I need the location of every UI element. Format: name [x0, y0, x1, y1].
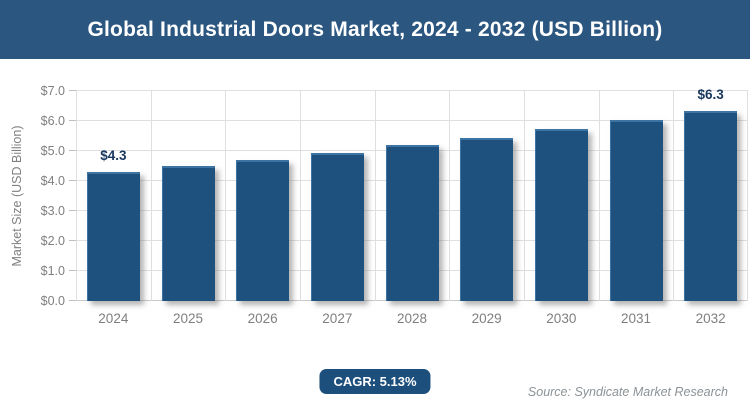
x-axis-label: 2032: [695, 311, 726, 326]
source-text: Source: Syndicate Market Research: [527, 385, 728, 399]
bar-2032: [684, 110, 738, 301]
bar-2030: [534, 128, 588, 301]
gridline-vertical: [673, 91, 675, 301]
bar-2028: [385, 145, 439, 301]
gridline-vertical: [76, 91, 77, 301]
plot-area: $0.0 $1.0 $2.0 $3.0 $4.0 $5.0 $6.0 $7.0 2024 $4.3…: [41, 84, 748, 326]
gridline-vertical: [449, 91, 451, 301]
gridline-vertical: [374, 91, 376, 301]
y-axis-tick: [69, 180, 76, 181]
x-axis-label: 2025: [172, 311, 203, 326]
y-axis-tick-label: $5.0: [40, 144, 65, 158]
y-axis-tick-label: $4.0: [40, 174, 65, 188]
x-axis-label: 2031: [620, 311, 651, 326]
x-axis-label: 2026: [247, 311, 278, 326]
bar-2031: [609, 119, 663, 301]
cagr-badge: CAGR: 5.13%: [319, 369, 431, 394]
x-axis-label: 2027: [322, 311, 353, 326]
bar-2026: [236, 160, 290, 301]
gridline-vertical: [150, 91, 152, 301]
y-axis-tick: [69, 120, 76, 121]
gridline-horizontal: [76, 120, 748, 121]
y-axis-tick-label: $0.0: [40, 294, 65, 308]
y-axis-tick: [69, 210, 76, 211]
x-axis-label: 2024: [98, 311, 129, 326]
gridline-vertical: [300, 91, 301, 301]
bar-value-label: $6.3: [697, 86, 724, 102]
y-axis-tick: [69, 240, 76, 241]
title-banner: Global Industrial Doors Market, 2024 - 2…: [0, 0, 750, 59]
gridline-vertical: [225, 91, 227, 301]
y-axis-tick-label: $1.0: [40, 264, 65, 278]
y-axis-tick-label: $3.0: [40, 204, 65, 218]
gridline-horizontal: [76, 90, 748, 91]
bar-2024: [86, 172, 140, 301]
chart-title: Global Industrial Doors Market, 2024 - 2…: [87, 17, 663, 41]
x-axis-label: 2028: [396, 311, 427, 326]
gridline-vertical: [598, 91, 600, 301]
bar-2027: [310, 152, 364, 301]
y-axis-tick: [69, 300, 76, 301]
bar-2029: [460, 137, 514, 301]
y-axis-tick-label: $2.0: [40, 234, 65, 248]
gridline-vertical: [524, 91, 525, 301]
x-axis-label: 2030: [546, 311, 577, 326]
gridline-vertical: [747, 91, 748, 301]
y-axis-tick: [69, 150, 76, 151]
bar-2025: [161, 166, 215, 301]
y-axis-tick: [69, 270, 76, 271]
y-axis-tick-label: $7.0: [40, 84, 65, 98]
x-axis-label: 2029: [471, 311, 502, 326]
y-axis-tick: [69, 90, 76, 91]
bar-value-label: $4.3: [100, 148, 127, 163]
y-axis-tick-label: $6.0: [40, 114, 65, 128]
